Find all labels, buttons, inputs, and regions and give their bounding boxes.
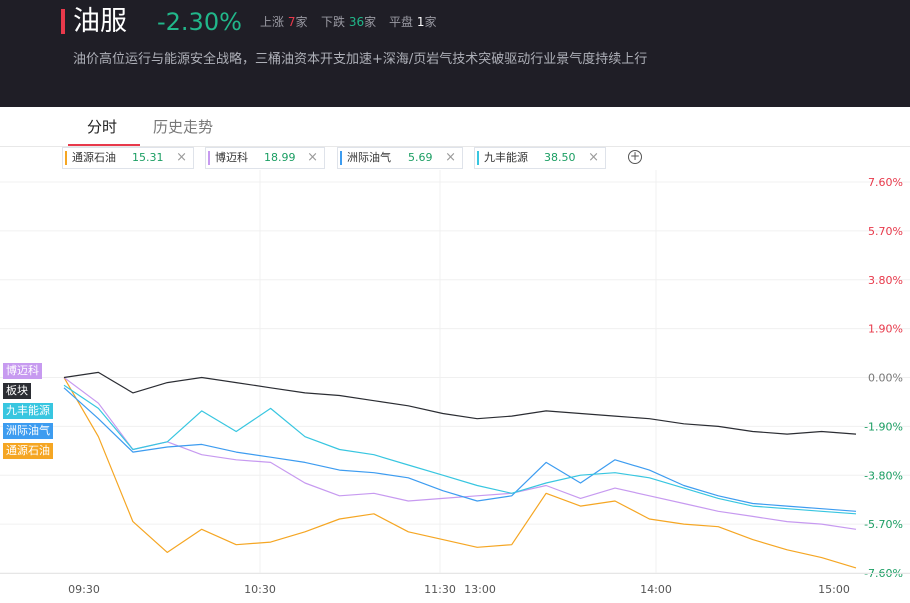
x-tick-label: 15:00 [818, 583, 850, 596]
flat-unit: 家 [424, 15, 437, 29]
stock-name: 九丰能源 [484, 151, 528, 164]
header: 油服 -2.30% 上涨 7家 下跌 36家 平盘 1家 油价高位运行与能源安全… [0, 0, 910, 107]
legend-label-jiufeng: 九丰能源 [3, 403, 53, 419]
flat-count: 1 [416, 15, 425, 29]
x-tick-label: 10:30 [244, 583, 276, 596]
tab-divider [0, 146, 910, 147]
stock-tag-tongyuan[interactable]: 通源石油 15.31 × [62, 147, 194, 169]
tab-intraday[interactable]: 分时 [87, 118, 118, 136]
series-line-3 [63, 387, 857, 512]
y-tick-label: 0.00% [868, 372, 903, 385]
x-tick-label: 13:00 [464, 583, 496, 596]
y-tick-label: 1.90% [868, 323, 903, 336]
stock-price: 15.31 [132, 151, 164, 164]
series-line-4 [63, 377, 857, 569]
stock-tag-zhouji[interactable]: 洲际油气 5.69 × [337, 147, 463, 169]
flat-stat: 平盘 1家 [389, 14, 437, 30]
down-label: 下跌 [321, 15, 346, 29]
y-tick-label: 5.70% [868, 225, 903, 238]
close-icon[interactable]: × [445, 150, 456, 165]
close-icon[interactable]: × [588, 150, 599, 165]
title-accent-bar [61, 9, 65, 34]
up-stat: 上涨 7家 [260, 14, 308, 30]
stock-price: 18.99 [264, 151, 296, 164]
close-icon[interactable]: × [307, 150, 318, 165]
y-tick-label: 7.60% [868, 176, 903, 189]
stock-name: 博迈科 [215, 151, 248, 164]
x-tick-label: 09:30 [68, 583, 100, 596]
tab-history[interactable]: 历史走势 [153, 118, 214, 136]
x-tick-label: 11:30 [424, 583, 456, 596]
flat-label: 平盘 [389, 15, 414, 29]
active-tab-indicator [68, 144, 140, 146]
legend-label-bomaike: 博迈科 [3, 363, 42, 379]
legend-label-sector: 板块 [3, 383, 31, 399]
series-line-1 [63, 377, 857, 530]
add-stock-icon[interactable]: + [628, 149, 642, 164]
stock-color-bar [477, 151, 479, 165]
stock-color-bar [340, 151, 342, 165]
stock-name: 洲际油气 [347, 151, 391, 164]
tab-bar: 分时 历史走势 [0, 107, 910, 147]
up-label: 上涨 [260, 15, 285, 29]
y-tick-label: -1.90% [864, 420, 903, 433]
stock-color-bar [208, 151, 210, 165]
up-unit: 家 [295, 15, 308, 29]
series-line-2 [63, 384, 857, 515]
series-line-0 [63, 371, 857, 435]
stock-color-bar [65, 151, 67, 165]
y-tick-label: 3.80% [868, 274, 903, 287]
intraday-chart: 7.60% 5.70% 3.80% 1.90% 0.00% -1.90% -3.80% -5.… [0, 170, 910, 596]
up-count: 7 [287, 15, 296, 29]
stock-name: 通源石油 [72, 151, 116, 164]
down-stat: 下跌 36家 [321, 14, 376, 30]
down-count: 36 [348, 15, 365, 29]
sector-title: 油服 [73, 6, 127, 37]
legend-label-zhouji: 洲际油气 [3, 423, 53, 439]
stock-tag-bomaike[interactable]: 博迈科 18.99 × [205, 147, 325, 169]
stock-price: 5.69 [408, 151, 433, 164]
sector-change: -2.30% [157, 8, 242, 36]
y-tick-label: -5.70% [864, 518, 903, 531]
x-tick-label: 14:00 [640, 583, 672, 596]
stock-price: 38.50 [544, 151, 576, 164]
sector-description: 油价高位运行与能源安全战略，三桶油资本开支加速+深海/页岩气技术突破驱动行业景气… [73, 52, 648, 67]
stock-tag-jiufeng[interactable]: 九丰能源 38.50 × [474, 147, 606, 169]
legend-label-tongyuan: 通源石油 [3, 443, 53, 459]
down-unit: 家 [364, 15, 377, 29]
close-icon[interactable]: × [176, 150, 187, 165]
y-tick-label: -3.80% [864, 469, 903, 482]
